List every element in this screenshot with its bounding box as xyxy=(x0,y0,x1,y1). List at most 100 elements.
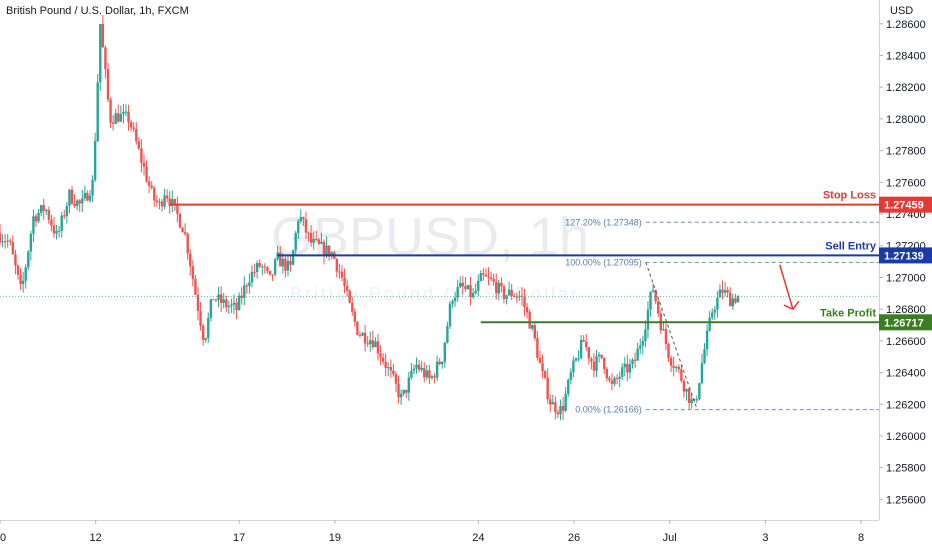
candle-body xyxy=(91,179,94,196)
candle-body xyxy=(335,258,339,272)
fib-level-label: 127.20% (1.27348) xyxy=(565,217,642,227)
fib-trend-line xyxy=(645,262,698,410)
candle-body xyxy=(577,358,580,360)
candle-body xyxy=(42,205,45,212)
time-axis[interactable]: 10 12 17 19 24 26 Jul 3 8 xyxy=(0,520,864,544)
candle-body xyxy=(675,366,678,369)
candle-body xyxy=(39,205,43,213)
candle-body xyxy=(379,353,382,358)
candle-body xyxy=(685,388,688,392)
candle-body xyxy=(124,111,128,113)
candle-body xyxy=(585,341,588,348)
candle-body xyxy=(492,278,495,282)
candle-body xyxy=(713,309,717,313)
candle-body xyxy=(423,368,426,378)
price-tick-label: 1.25800 xyxy=(886,463,926,475)
time-tick-label: 12 xyxy=(90,532,102,544)
time-tick-label: 10 xyxy=(0,532,6,544)
candle-body xyxy=(644,329,647,341)
candle-body xyxy=(348,290,351,303)
candle-body xyxy=(83,192,87,199)
candle-body xyxy=(322,241,326,256)
candle-body xyxy=(60,215,63,231)
time-tick-label: 26 xyxy=(568,532,580,544)
candle-body xyxy=(281,258,285,267)
candle-body xyxy=(122,111,125,115)
candle-body xyxy=(690,399,693,404)
candle-body xyxy=(65,205,69,217)
candle-body xyxy=(127,111,130,123)
candle-body xyxy=(682,380,686,392)
price-tick-label: 1.26800 xyxy=(886,304,926,316)
candle-body xyxy=(554,402,557,413)
candle-body xyxy=(3,241,7,243)
candle-body xyxy=(284,258,287,271)
candle-body xyxy=(489,277,493,279)
candle-body xyxy=(628,364,632,373)
price-tick-label: 1.27600 xyxy=(886,177,926,189)
candle-body xyxy=(227,306,231,308)
candle-body xyxy=(70,189,74,204)
candle-body xyxy=(163,195,166,207)
candle-body xyxy=(99,23,102,83)
candle-body xyxy=(536,338,539,358)
candle-body xyxy=(140,148,143,163)
candle-body xyxy=(500,282,503,287)
candle-body xyxy=(513,296,516,298)
candle-body xyxy=(729,292,732,307)
candle-body xyxy=(255,263,259,272)
candle-body xyxy=(21,280,25,284)
candle-body xyxy=(225,299,228,308)
candle-body xyxy=(137,141,141,149)
candle-body xyxy=(549,399,552,405)
time-tick-label: 8 xyxy=(858,532,864,544)
price-tick-label: 1.26400 xyxy=(886,368,926,380)
candle-body xyxy=(291,250,295,265)
price-tick-label: 1.26000 xyxy=(886,431,926,443)
candle-body xyxy=(55,230,58,234)
candle-body xyxy=(559,405,562,415)
candle-body xyxy=(297,221,300,234)
candle-body xyxy=(199,311,202,326)
candle-body xyxy=(590,358,593,362)
candle-body xyxy=(618,376,621,379)
candle-body xyxy=(592,361,596,371)
candle-body xyxy=(9,240,12,242)
candle-body xyxy=(487,276,490,278)
sell-arrow xyxy=(779,264,794,310)
take-profit-badge xyxy=(879,314,932,331)
candle-body xyxy=(723,290,727,293)
candle-body xyxy=(631,359,634,365)
candle-body xyxy=(178,213,182,228)
candle-body xyxy=(705,330,709,350)
candle-body xyxy=(651,290,655,292)
candle-body xyxy=(135,129,138,142)
candle-body xyxy=(657,301,660,314)
candle-body xyxy=(572,360,575,373)
candle-body xyxy=(268,270,272,275)
candle-body xyxy=(397,383,400,398)
candle-body xyxy=(86,192,89,201)
candle-body xyxy=(338,271,341,273)
candle-body xyxy=(366,343,369,345)
candle-body xyxy=(75,200,79,207)
candle-body xyxy=(649,291,652,310)
candle-body xyxy=(155,200,159,203)
candle-body xyxy=(358,334,362,336)
candle-body xyxy=(700,363,704,384)
candle-body xyxy=(669,358,673,366)
candle-body xyxy=(81,198,84,204)
candle-body xyxy=(340,271,344,278)
candle-body xyxy=(708,317,711,331)
sell-arrow-head xyxy=(783,300,800,311)
candle-body xyxy=(477,281,480,291)
candle-body xyxy=(304,219,308,233)
candle-body xyxy=(595,356,598,371)
candle-body xyxy=(546,377,549,400)
candle-body xyxy=(672,365,675,369)
candle-body xyxy=(168,198,171,206)
candle-body xyxy=(430,376,434,379)
price-axis[interactable]: 1.28600 1.28400 1.28200 1.28000 1.27800 1.276… xyxy=(879,19,926,507)
